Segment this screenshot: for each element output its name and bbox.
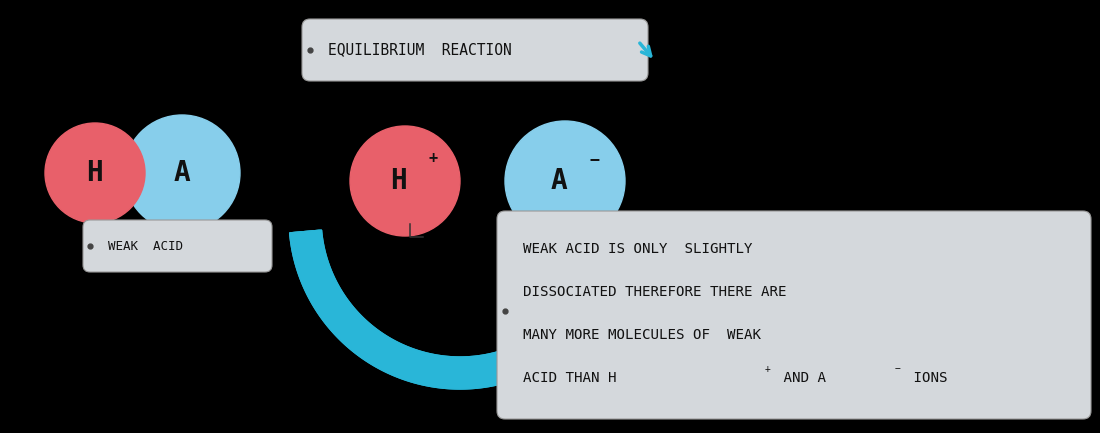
Text: H: H — [87, 159, 103, 187]
Text: −: − — [895, 364, 901, 374]
Text: WEAK ACID IS ONLY  SLIGHTLY: WEAK ACID IS ONLY SLIGHTLY — [522, 242, 752, 256]
Text: AND A: AND A — [776, 371, 826, 385]
Text: H: H — [390, 167, 407, 195]
FancyBboxPatch shape — [497, 211, 1091, 419]
FancyBboxPatch shape — [302, 19, 648, 81]
Text: EQUILIBRIUM  REACTION: EQUILIBRIUM REACTION — [328, 42, 512, 58]
Circle shape — [45, 123, 145, 223]
Text: ACID THAN H: ACID THAN H — [522, 371, 616, 385]
Polygon shape — [289, 230, 630, 389]
Text: DISSOCIATED THEREFORE THERE ARE: DISSOCIATED THEREFORE THERE ARE — [522, 285, 786, 299]
Circle shape — [505, 121, 625, 241]
Text: MANY MORE MOLECULES OF  WEAK: MANY MORE MOLECULES OF WEAK — [522, 328, 761, 342]
Circle shape — [350, 126, 460, 236]
Polygon shape — [292, 230, 319, 269]
FancyBboxPatch shape — [82, 220, 272, 272]
Text: A: A — [174, 159, 190, 187]
Text: +: + — [428, 152, 438, 167]
Text: +: + — [764, 364, 771, 374]
Polygon shape — [289, 230, 630, 389]
Text: WEAK  ACID: WEAK ACID — [108, 239, 183, 252]
Polygon shape — [601, 230, 628, 269]
Text: A: A — [551, 167, 568, 195]
Text: −: − — [590, 150, 600, 168]
Circle shape — [124, 115, 240, 231]
Text: IONS: IONS — [905, 371, 947, 385]
